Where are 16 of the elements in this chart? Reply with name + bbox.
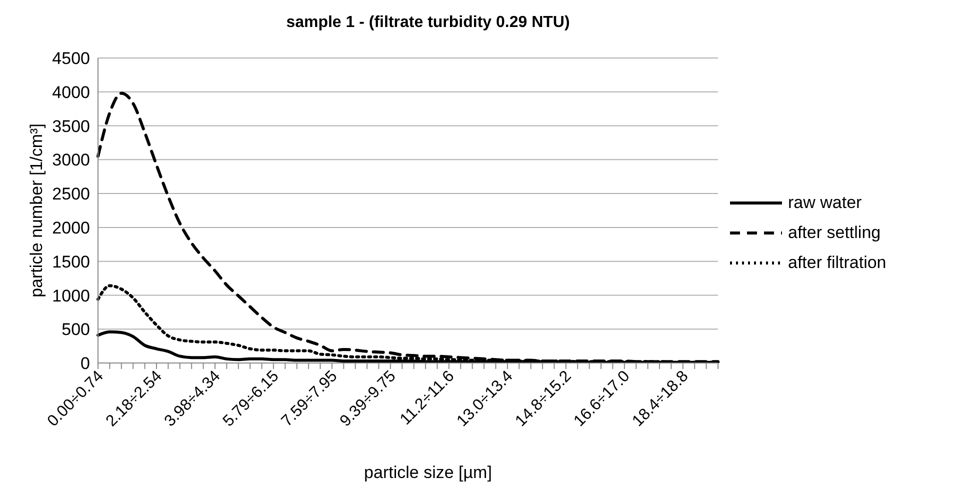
y-tick-label: 0: [80, 354, 90, 374]
y-tick-label: 3500: [52, 116, 90, 136]
y-tick-label: 500: [62, 320, 90, 340]
y-axis-title: particle number [1/cm³]: [27, 124, 46, 298]
y-tick-label: 1500: [52, 252, 90, 272]
chart-title: sample 1 - (filtrate turbidity 0.29 NTU): [285, 14, 571, 32]
legend-label: after filtration: [788, 253, 886, 273]
y-tick-label: 2500: [52, 184, 90, 204]
x-axis-title: particle size [µm]: [363, 463, 493, 483]
legend-label: raw water: [788, 193, 862, 213]
legend-label: after settling: [788, 223, 881, 243]
y-tick-label: 4500: [52, 49, 90, 68]
y-tick-label: 3000: [52, 150, 90, 170]
y-tick-label: 1000: [52, 286, 90, 306]
y-tick-label: 4000: [52, 82, 90, 102]
y-tick-label: 2000: [52, 218, 90, 238]
